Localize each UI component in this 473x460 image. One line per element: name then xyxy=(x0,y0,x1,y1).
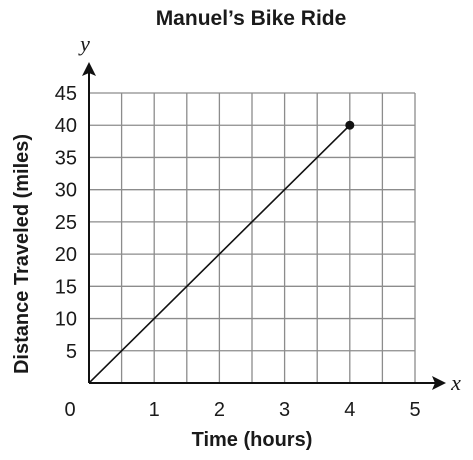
x-tick-label: 2 xyxy=(214,399,225,421)
y-tick-label: 40 xyxy=(55,115,77,137)
y-variable-label: y xyxy=(78,31,90,56)
series-layer xyxy=(88,120,355,384)
axes xyxy=(82,62,446,390)
origin-label: 0 xyxy=(64,399,75,421)
y-tick-label: 45 xyxy=(55,83,77,105)
y-tick-label: 35 xyxy=(55,147,77,169)
y-tick-label: 25 xyxy=(55,212,77,234)
x-tick-label: 3 xyxy=(279,399,290,421)
x-tick-labels: 1 2 3 4 5 xyxy=(149,399,421,421)
x-axis-label: Time (hours) xyxy=(192,429,313,451)
series-line xyxy=(88,124,351,384)
chart-title: Manuel’s Bike Ride xyxy=(156,7,347,30)
data-point-marker xyxy=(345,120,355,130)
y-tick-label: 15 xyxy=(55,276,77,298)
y-axis-arrow-icon xyxy=(82,62,96,76)
grid xyxy=(89,92,416,383)
y-tick-label: 10 xyxy=(55,309,77,331)
y-tick-label: 30 xyxy=(55,180,77,202)
x-axis-arrow-icon xyxy=(432,376,446,390)
y-tick-labels: 5 10 15 20 25 30 35 40 45 xyxy=(55,83,77,363)
x-tick-label: 5 xyxy=(409,399,420,421)
y-tick-label: 5 xyxy=(66,341,77,363)
x-tick-label: 1 xyxy=(149,399,160,421)
x-variable-label: x xyxy=(450,370,461,395)
x-tick-label: 4 xyxy=(344,399,355,421)
y-axis-label: Distance Traveled (miles) xyxy=(11,134,33,374)
y-tick-label: 20 xyxy=(55,244,77,266)
